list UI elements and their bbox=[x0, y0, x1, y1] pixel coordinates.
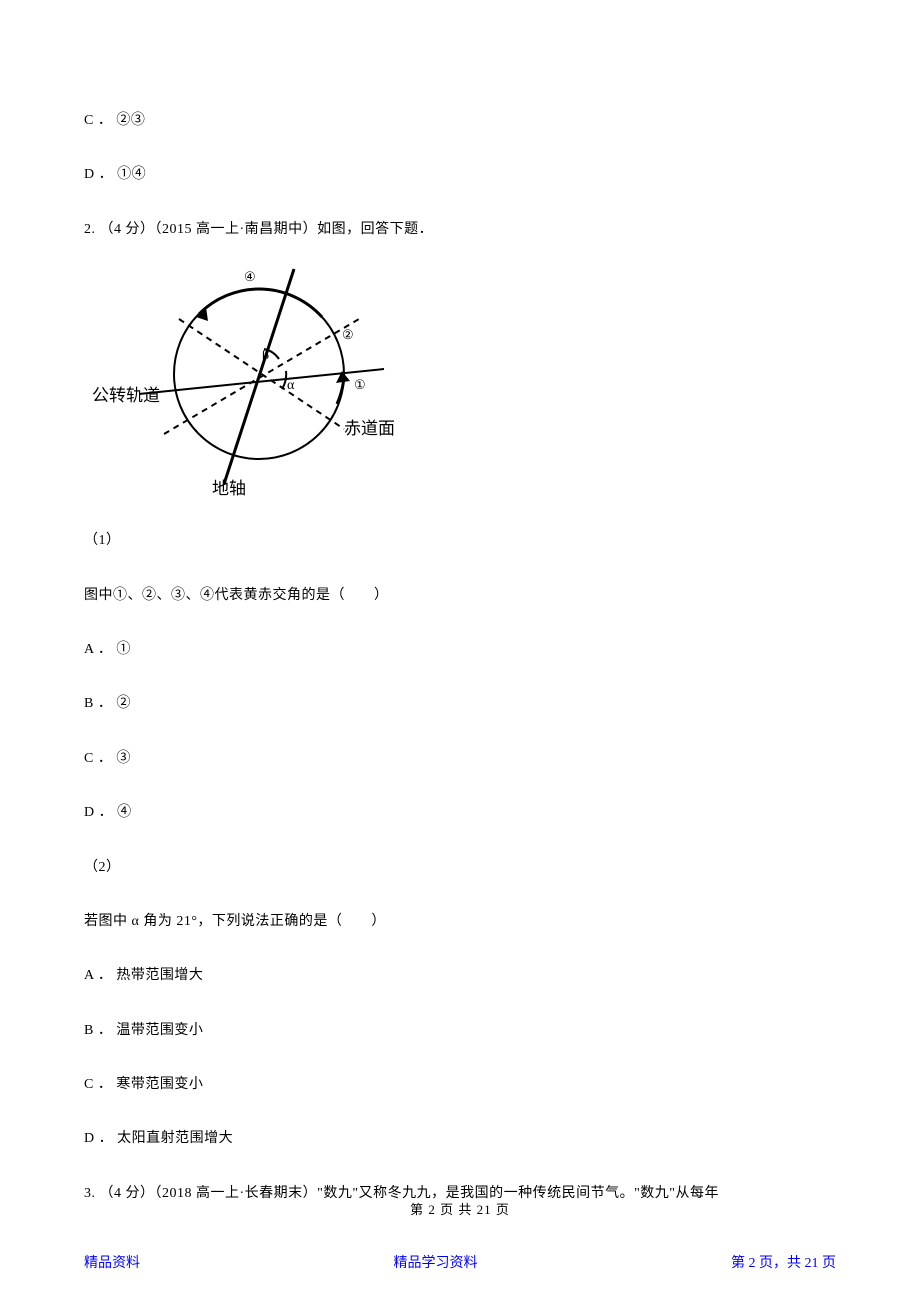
footer-left: 精品资料 bbox=[84, 1252, 140, 1272]
q2-part1-a: A ． ① bbox=[84, 639, 836, 661]
q2-part2-stem: 若图中 α 角为 21°，下列说法正确的是（ ） bbox=[84, 911, 836, 933]
page-center-footer: 第 2 页 共 21 页 bbox=[0, 1199, 920, 1218]
option-d-prev: D ． ①④ bbox=[84, 164, 836, 186]
option-c-prev: C ． ②③ bbox=[84, 110, 836, 132]
q2-diagram: 公转轨道 赤道面 地轴 α β ① ② ④ bbox=[84, 259, 836, 504]
equator-label: 赤道面 bbox=[344, 419, 394, 438]
q2-part1-b: B ． ② bbox=[84, 693, 836, 715]
orbit-label: 公转轨道 bbox=[92, 386, 160, 405]
axis-label: 地轴 bbox=[212, 479, 246, 498]
bottom-footer: 精品资料 精品学习资料 第 2 页，共 21 页 bbox=[0, 1252, 920, 1272]
marker-4: ④ bbox=[244, 269, 256, 284]
q2-part2-num: （2） bbox=[84, 857, 836, 879]
q2-part2-c: C ． 寒带范围变小 bbox=[84, 1074, 836, 1096]
q2-part2-b: B ． 温带范围变小 bbox=[84, 1020, 836, 1042]
q2-part1-d: D ． ④ bbox=[84, 802, 836, 824]
q2-stem: 2. （4 分）（2015 高一上·南昌期中）如图，回答下题． bbox=[84, 219, 836, 241]
alpha-label: α bbox=[287, 378, 295, 393]
orbit-diagram-svg: 公转轨道 赤道面 地轴 α β ① ② ④ bbox=[84, 259, 394, 499]
q2-part1-stem: 图中①、②、③、④代表黄赤交角的是（ ） bbox=[84, 585, 836, 607]
q2-part2-a: A ． 热带范围增大 bbox=[84, 965, 836, 987]
q2-part1-c: C ． ③ bbox=[84, 748, 836, 770]
q2-part1-num: （1） bbox=[84, 530, 836, 552]
footer-mid: 精品学习资料 bbox=[394, 1252, 478, 1272]
q2-part2-d: D ． 太阳直射范围增大 bbox=[84, 1128, 836, 1150]
marker-2: ② bbox=[342, 327, 354, 342]
footer-right: 第 2 页，共 21 页 bbox=[731, 1252, 836, 1272]
marker-1: ① bbox=[354, 377, 366, 392]
beta-label: β bbox=[262, 348, 269, 363]
